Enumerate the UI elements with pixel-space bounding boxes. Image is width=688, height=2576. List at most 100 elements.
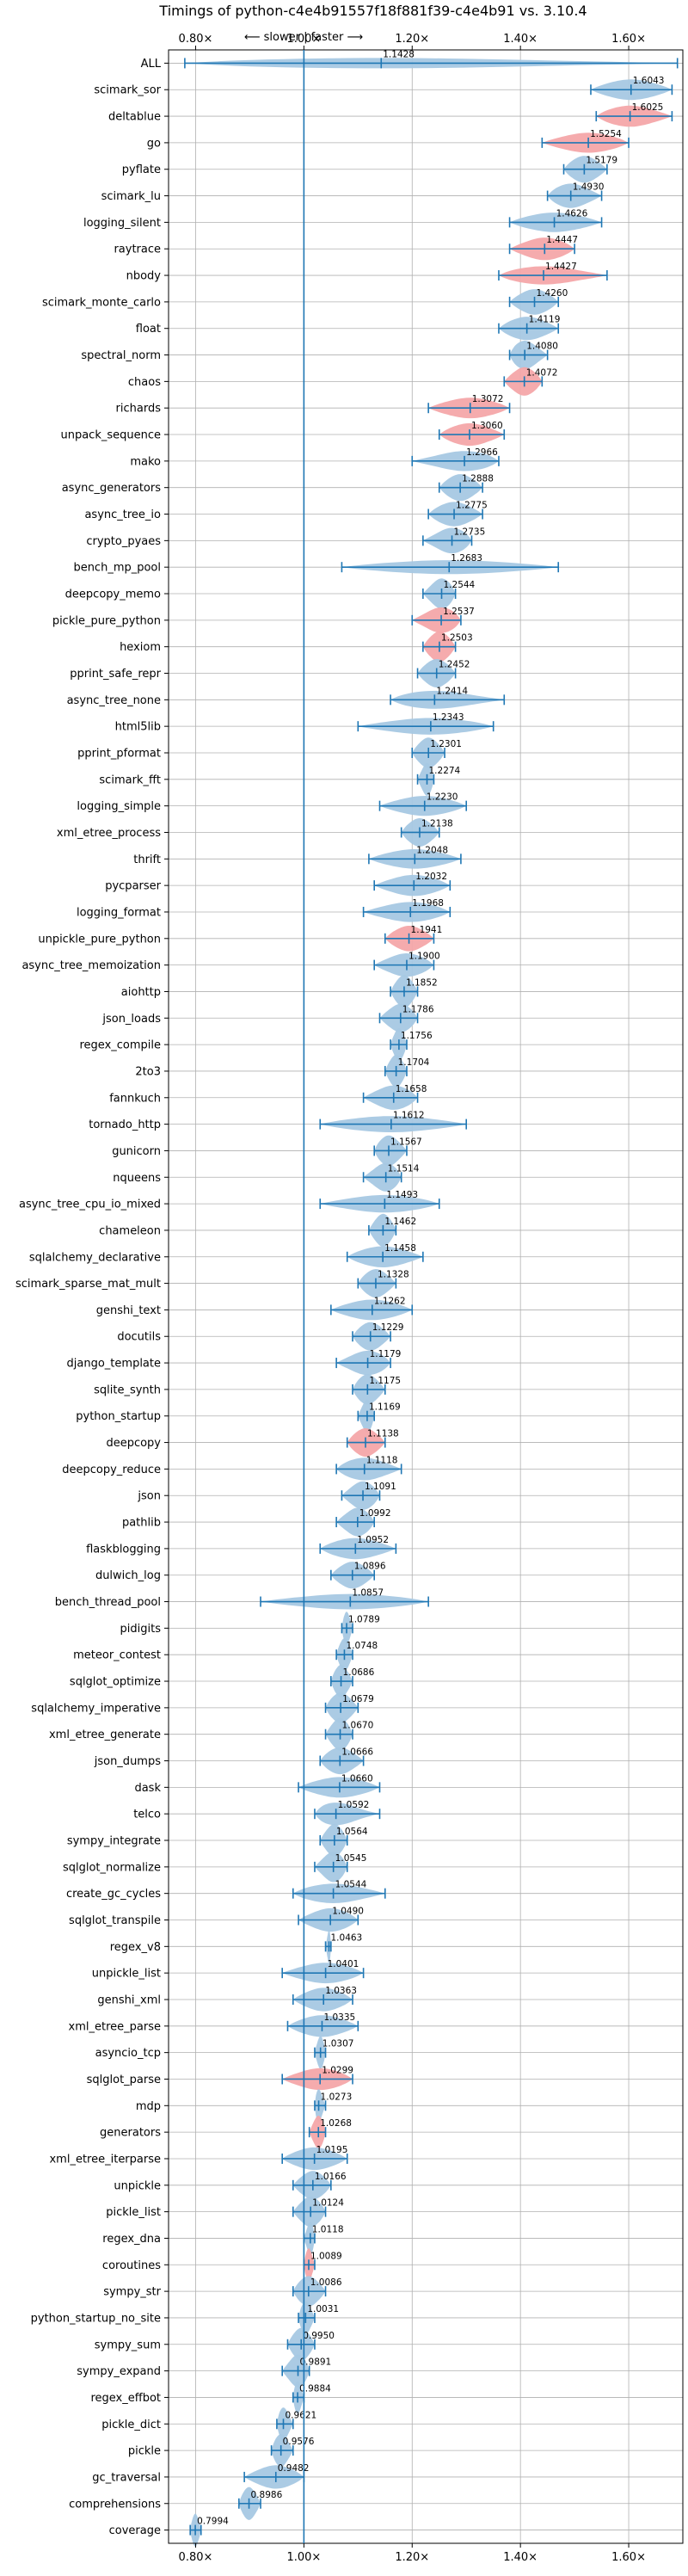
data-label: 1.2343 [433,712,464,723]
data-label: 1.0789 [348,1614,380,1624]
data-label: 1.2503 [441,633,473,644]
data-label: 1.0592 [338,1800,370,1810]
category-label: sqlglot_optimize [70,1676,161,1689]
x-tick-label-bottom: 1.40× [503,2551,538,2564]
category-label: async_generators [62,482,162,495]
category-label: asyncio_tcp [95,2047,161,2060]
data-label: 1.1658 [396,1084,427,1094]
data-label: 1.2775 [456,501,488,511]
category-label: mako [130,455,161,468]
data-label: 1.0299 [322,2065,353,2075]
data-label: 1.4072 [526,367,558,378]
data-label: 1.0545 [335,1853,367,1864]
category-label: deepcopy_memo [65,589,161,601]
data-label: 1.5179 [586,156,617,166]
category-label: pidigits [120,1623,162,1636]
category-label: async_tree_io [84,508,161,521]
category-label: scimark_fft [99,773,161,786]
data-label: 1.3072 [472,394,504,404]
category-label: sqlglot_parse [87,2074,161,2086]
data-label: 1.1786 [402,1004,434,1014]
grid-layer [169,50,683,2543]
data-label: 1.0089 [310,2251,342,2261]
category-label: raytrace [114,243,161,256]
category-label: pprint_safe_repr [70,668,161,681]
category-label: pickle_pure_python [52,614,161,627]
data-label: 1.1756 [401,1031,433,1041]
category-label: fannkuch [109,1092,161,1105]
data-label: 1.1428 [383,49,415,59]
category-label: deepcopy [106,1437,161,1450]
data-label: 1.0335 [323,2012,355,2023]
chart-title: Timings of python-c4e4b91557f18f881f39-c… [158,3,587,19]
category-label: xml_etree_iterparse [49,2153,161,2166]
category-label: xml_etree_process [57,827,161,840]
data-label: 1.0857 [352,1588,384,1599]
category-label: gunicorn [112,1145,161,1158]
category-label: html5lib [115,721,161,734]
category-label: logging_simple [77,800,161,813]
category-label: chameleon [99,1224,161,1237]
category-label: create_gc_cycles [66,1888,161,1901]
category-label: 2to3 [135,1065,161,1078]
data-label: 1.0031 [307,2304,339,2314]
axis-layer: 0.80× 0.80× 1.00× 1.00× 1.20× 1.20× 1.40× 1.40×… [15,33,684,2564]
data-label: 1.1138 [367,1429,399,1439]
data-label: 1.1852 [406,977,438,988]
category-label: sqlglot_normalize [63,1861,161,1874]
category-label: sympy_str [103,2286,161,2299]
category-label: pathlib [122,1517,161,1530]
category-label: telco [133,1809,161,1821]
data-label: 1.2414 [436,686,468,696]
category-label: pickle [128,2445,161,2458]
category-label: generators [100,2127,161,2140]
data-label: 1.2138 [421,818,453,829]
data-label: 1.0166 [315,2172,347,2182]
category-label: float [136,323,161,336]
data-label: 1.1328 [378,1270,409,1280]
data-label: 0.9950 [303,2331,335,2341]
category-label: logging_silent [83,217,161,230]
category-label: flaskblogging [86,1543,161,1556]
category-label: deepcopy_reduce [62,1464,161,1476]
category-label: async_tree_none [67,694,161,707]
data-label: 1.1462 [384,1217,416,1227]
category-label: unpickle_pure_python [38,933,161,946]
data-label: 0.9482 [278,2463,310,2474]
data-label: 1.4626 [556,208,588,219]
data-label: 1.1567 [390,1137,422,1147]
category-label: chaos [128,376,161,389]
data-label: 1.0363 [325,1986,357,1996]
data-label: 1.2048 [416,845,448,855]
category-label: bench_mp_pool [73,562,161,575]
category-label: scimark_sparse_mat_mult [15,1278,161,1291]
data-label: 0.9621 [286,2410,317,2420]
data-label: 1.4119 [529,315,561,325]
category-label: xml_etree_generate [49,1729,161,1741]
category-label: sqlalchemy_declarative [29,1251,161,1264]
category-label: django_template [67,1358,161,1371]
category-label: comprehensions [69,2498,161,2511]
category-label: crypto_pyaes [86,535,161,548]
data-label: 1.1704 [398,1057,430,1068]
category-label: regex_compile [79,1039,161,1052]
data-label: 1.1091 [365,1482,396,1492]
category-label: coroutines [102,2259,161,2272]
category-label: spectral_norm [81,349,161,362]
category-label: scimark_sor [94,84,161,97]
category-label: go [147,137,161,150]
category-label: nqueens [113,1172,161,1185]
x-tick-label-bottom: 1.60× [611,2551,646,2564]
category-label: sympy_expand [77,2365,161,2378]
data-label: 1.0118 [312,2224,344,2234]
data-label: 0.9891 [300,2357,332,2368]
category-label: regex_effbot [90,2392,161,2405]
category-label: richards [116,403,162,416]
data-label: 1.0086 [310,2277,342,2288]
category-label: pickle_dict [101,2419,161,2431]
data-label: 1.0952 [357,1535,389,1545]
x-tick-label-top: 1.00× [286,33,321,46]
x-tick-label-top: 1.20× [395,33,429,46]
data-label: 1.0544 [335,1880,367,1890]
category-label: scimark_monte_carlo [42,296,161,309]
